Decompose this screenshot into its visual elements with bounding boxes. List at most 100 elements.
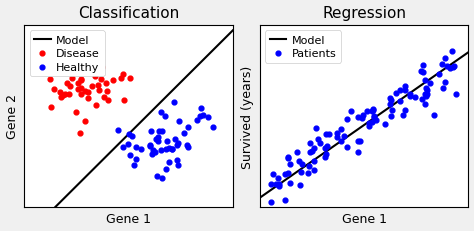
Disease [82,65,90,69]
Patients [441,57,448,61]
Patients [281,172,289,176]
Disease [82,67,90,70]
Disease [77,87,85,91]
Patients [388,115,395,119]
Disease [109,79,117,83]
Patients [421,102,429,106]
Disease [120,99,128,103]
Healthy [175,120,182,124]
Healthy [205,116,212,119]
Patients [298,162,305,166]
Patients [286,181,294,185]
Healthy [173,143,181,147]
Healthy [132,158,139,161]
Patients [272,182,280,186]
Patients [421,79,428,82]
Patients [333,135,341,139]
Disease [66,85,73,89]
Patients [386,102,393,106]
Healthy [126,133,133,136]
Disease [56,91,64,94]
Patients [388,109,396,113]
Disease [74,88,82,91]
Healthy [157,149,165,152]
Patients [368,109,376,113]
Patients [341,134,348,138]
Healthy [173,158,181,162]
Disease [119,73,127,76]
Healthy [193,118,201,122]
Patients [306,142,314,145]
Disease [92,104,100,107]
Patients [358,117,365,121]
Disease [77,78,85,81]
Y-axis label: Survived (years): Survived (years) [241,65,254,168]
X-axis label: Gene 1: Gene 1 [106,213,151,225]
Patients [364,110,371,114]
Patients [296,184,304,187]
Healthy [130,163,138,167]
Patients [310,160,318,163]
Healthy [115,128,122,132]
Healthy [127,154,134,158]
Disease [75,59,83,63]
Patients [343,146,351,150]
Disease [90,69,97,73]
Patients [447,67,454,70]
Disease [82,56,90,60]
Disease [58,95,65,99]
Disease [68,77,76,81]
Disease [94,66,101,69]
Healthy [146,144,154,148]
Disease [91,67,99,71]
Patients [387,99,394,103]
Patients [275,182,283,186]
Patients [431,114,438,117]
Patients [407,94,414,98]
Patients [337,140,345,143]
Patients [435,73,443,77]
Disease [98,78,105,82]
Patients [354,140,361,143]
Healthy [154,174,161,178]
Healthy [198,107,205,111]
Healthy [199,114,207,118]
Patients [396,100,404,103]
Patients [406,92,414,96]
Disease [59,93,67,97]
Healthy [149,148,157,152]
Legend: Model, Patients: Model, Patients [265,31,341,63]
Patients [453,93,460,96]
Patients [284,156,292,160]
Disease [50,88,58,92]
Healthy [132,146,139,149]
Title: Classification: Classification [78,6,179,21]
Patients [373,119,380,122]
Patients [424,88,431,92]
Patients [295,159,303,163]
Healthy [185,125,192,129]
Healthy [183,143,191,147]
Disease [74,82,82,86]
Healthy [180,132,187,135]
Patients [365,122,373,126]
Patients [347,110,355,114]
Patients [399,113,406,117]
Patients [269,172,277,176]
Healthy [119,145,127,149]
Healthy [163,140,171,144]
Healthy [209,126,217,130]
Disease [65,93,73,97]
Patients [401,85,409,88]
Patients [322,153,330,156]
Y-axis label: Gene 2: Gene 2 [6,94,18,139]
Healthy [165,161,173,164]
Patients [321,147,329,151]
Healthy [161,115,169,118]
Patients [371,115,378,119]
Patients [382,122,389,126]
Patients [359,114,367,117]
Disease [99,66,106,70]
X-axis label: Gene 1: Gene 1 [342,213,387,225]
Patients [355,151,362,155]
